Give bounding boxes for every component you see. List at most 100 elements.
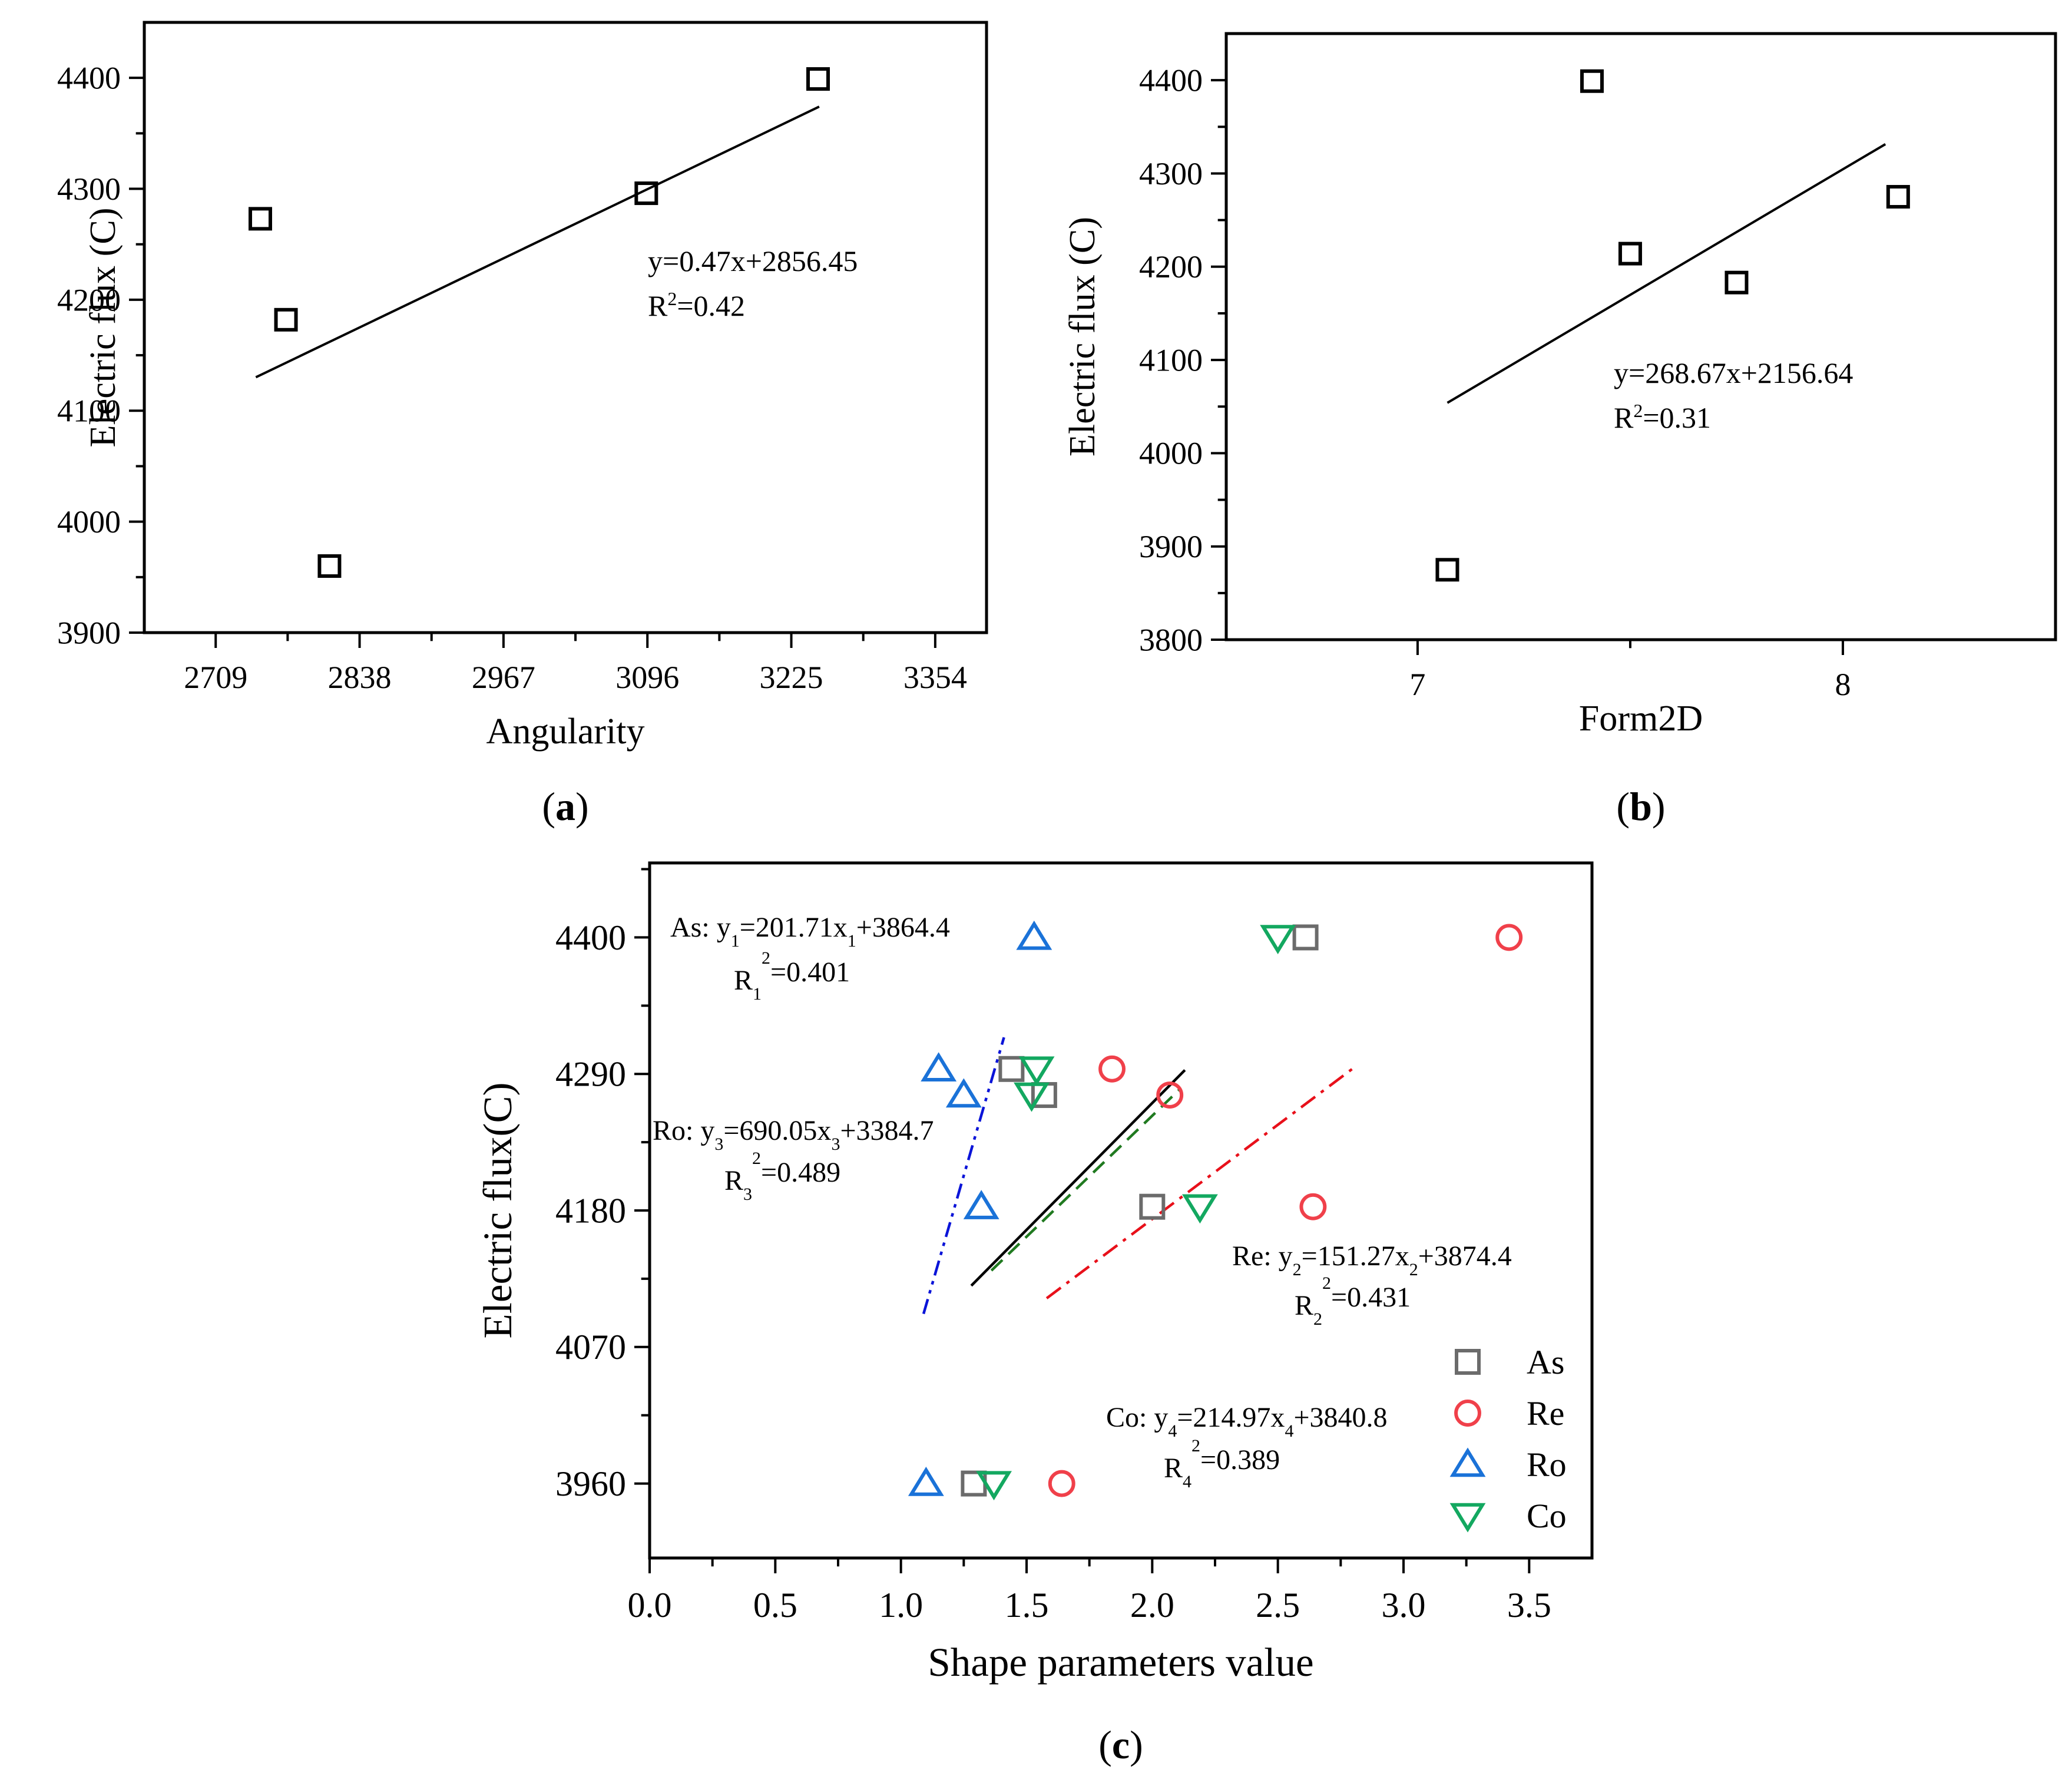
x-tick-label: 8 [1835, 667, 1851, 702]
data-point [634, 181, 658, 206]
x-tick-label: 3096 [615, 660, 679, 695]
x-tick-label: 2967 [472, 660, 535, 695]
x-tick-label: 2.0 [1130, 1586, 1174, 1625]
data-point [248, 207, 272, 231]
legend-marker-co [1449, 1503, 1486, 1533]
x-tick-label: 1.5 [1005, 1586, 1049, 1625]
y-axis-label: Electric flux(C) [475, 1083, 520, 1339]
x-tick-label: 0.5 [753, 1586, 797, 1625]
legend-label-ro: Ro [1527, 1445, 1567, 1484]
x-tick-label: 3225 [760, 660, 823, 695]
equation-co: Co: y4=214.97x4+3840.8 [1106, 1402, 1388, 1441]
x-tick-label: 2.5 [1256, 1586, 1300, 1625]
y-tick-label: 4400 [57, 61, 121, 96]
data-point [806, 67, 830, 91]
data-point-as [1139, 1193, 1166, 1220]
panel-a: 2709 2838 2967 3096 3225 3354 3900 4000 4100 4200… [57, 21, 988, 829]
x-axis-label: Form2D [1579, 699, 1703, 739]
r-squared-ro: R32=0.489 [724, 1149, 840, 1204]
regression-line [255, 105, 820, 379]
data-point-re [1299, 1193, 1327, 1220]
data-point [317, 554, 342, 578]
panel-label: (a) [542, 784, 588, 829]
x-tick-label: 3.0 [1382, 1586, 1426, 1625]
x-tick-label: 3.5 [1507, 1586, 1551, 1625]
y-tick-label: 4290 [555, 1055, 626, 1094]
regression-equation: y=0.47x+2856.45 [648, 244, 858, 277]
x-tick-label: 0.0 [628, 1586, 672, 1625]
data-point-co [976, 1471, 1012, 1501]
r-squared-co: R42=0.389 [1164, 1436, 1280, 1491]
data-point-ro [1016, 920, 1052, 950]
y-tick-label: 4300 [1139, 156, 1203, 191]
x-tick-label: 7 [1409, 667, 1425, 702]
data-point-ro [908, 1467, 944, 1496]
panel-label: (b) [1616, 784, 1665, 829]
data-point [1435, 558, 1459, 582]
panel-c: 0.0 0.5 1.0 1.5 2.0 2.5 3.0 3.5 3960 4070 4180 4290… [475, 861, 1594, 1767]
legend-marker-ro [1449, 1447, 1486, 1477]
regression-line [1447, 143, 1886, 404]
y-tick-label: 4000 [57, 504, 121, 540]
y-axis-label: Electric flux (C) [83, 208, 123, 448]
legend-marker-as [1455, 1349, 1481, 1375]
r-squared: R2=0.42 [648, 288, 745, 322]
equation-re: Re: y2=151.27x2+3874.4 [1232, 1241, 1512, 1279]
fit-line-co [990, 1088, 1181, 1272]
y-tick-label: 4070 [555, 1328, 626, 1367]
regression-equation: y=268.67x+2156.64 [1614, 356, 1853, 389]
y-tick-label: 4100 [1139, 342, 1203, 378]
data-point-as [1292, 924, 1319, 951]
x-tick-label: 2838 [328, 660, 392, 695]
y-tick-label: 4300 [57, 171, 121, 207]
data-point-co [1018, 1056, 1055, 1086]
y-tick-label: 3900 [1139, 529, 1203, 564]
data-point-ro [945, 1078, 982, 1108]
x-axis-label: Angularity [486, 712, 644, 752]
y-tick-label: 4400 [555, 918, 626, 957]
legend-marker-re [1454, 1400, 1481, 1427]
y-tick-label: 3800 [1139, 622, 1203, 657]
y-tick-label: 4100 [57, 393, 121, 429]
data-point-re [1048, 1470, 1075, 1497]
fit-line-ro [922, 1037, 1005, 1315]
data-point [1886, 185, 1910, 209]
legend-label-co: Co [1527, 1497, 1567, 1535]
data-point-re [1098, 1055, 1126, 1083]
y-axis-label: Electric flux (C) [1063, 217, 1103, 457]
data-point-re [1495, 924, 1523, 951]
data-point [1580, 69, 1604, 93]
panel-label: (c) [1098, 1722, 1143, 1767]
data-point-co [1260, 925, 1296, 954]
y-tick-label: 4200 [57, 282, 121, 317]
y-tick-label: 4180 [555, 1191, 626, 1230]
r-squared-as: R12=0.401 [734, 948, 850, 1004]
r-squared: R2=0.31 [1614, 400, 1711, 434]
y-tick-label: 3960 [555, 1464, 626, 1503]
data-point-ro [921, 1052, 957, 1082]
plot-frame [143, 21, 988, 634]
equation-ro: Ro: y3=690.05x3+3384.7 [653, 1115, 934, 1154]
x-tick-label: 2709 [184, 660, 247, 695]
r-squared-re: R22=0.431 [1295, 1273, 1411, 1329]
y-tick-label: 3900 [57, 615, 121, 650]
data-point-co [1181, 1194, 1218, 1224]
data-point-as [998, 1056, 1025, 1082]
x-tick-label: 3354 [903, 660, 967, 695]
equation-as: As: y1=201.71x1+3864.4 [670, 912, 950, 951]
data-point-co [1014, 1082, 1050, 1112]
y-tick-label: 4200 [1139, 249, 1203, 285]
fit-line-re [1045, 1065, 1357, 1299]
plot-frame [1224, 32, 2057, 641]
fit-line-as [970, 1069, 1186, 1287]
data-point [1618, 242, 1642, 266]
y-tick-label: 4000 [1139, 436, 1203, 471]
y-tick-label: 4400 [1139, 63, 1203, 98]
data-point [274, 307, 298, 332]
legend-label-as: As [1527, 1343, 1564, 1381]
data-point-ro [963, 1190, 999, 1219]
legend-label-re: Re [1527, 1394, 1564, 1433]
data-point-re [1156, 1081, 1184, 1109]
data-point [1725, 270, 1749, 295]
